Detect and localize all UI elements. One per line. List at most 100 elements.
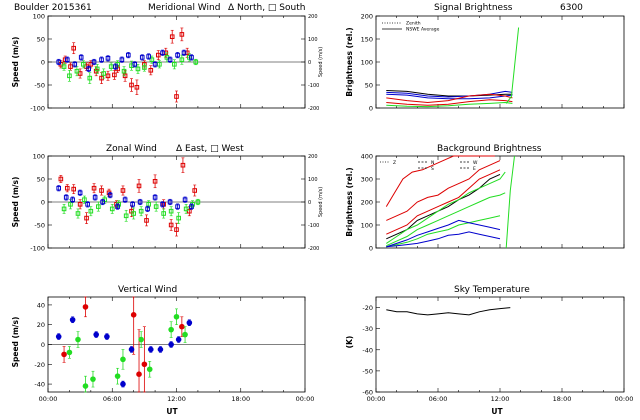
vertical-point-green — [173, 313, 180, 320]
meridional-point-green — [157, 62, 162, 67]
meridional-point-blue — [181, 50, 187, 56]
zonal-ytick-label: 0 — [41, 199, 45, 207]
vertical-point-blue — [168, 341, 174, 348]
meridional-ytick-label: -50 — [34, 82, 45, 90]
signal-series-green2 — [505, 27, 520, 104]
zonal-point-green — [131, 211, 136, 216]
zonal-point-green — [109, 206, 115, 212]
zonal-rtick-label: -200 — [308, 246, 319, 252]
vertical-ytick-label: -20 — [34, 361, 45, 369]
zonal-point-green — [116, 202, 121, 207]
vertical-point-blue — [186, 319, 193, 326]
zonal-point-blue — [167, 199, 173, 205]
plot-layer: -100-50050100-200-1000100200050100150200… — [30, 13, 633, 404]
zonal-point-red — [152, 179, 158, 184]
meridional-ylabel: Speed (m/s) — [11, 37, 20, 88]
vertical-ytick-label: 20 — [37, 321, 45, 329]
meridional-point-green — [87, 75, 93, 81]
zonal-point-blue — [63, 195, 69, 200]
background-series-green3 — [386, 215, 501, 248]
meridional-point-blue — [126, 52, 131, 58]
vertical-point-red — [61, 351, 67, 358]
vertical-xtick-label: 00:00 — [39, 395, 58, 403]
zonal-point-red — [99, 188, 104, 193]
meridional-point-green — [135, 66, 141, 72]
zonal-rtick-label: 100 — [308, 177, 318, 183]
meridional-point-green — [101, 71, 106, 76]
zonal-point-red — [192, 188, 198, 193]
zonal-point-green — [183, 206, 189, 212]
background-series-green2 — [386, 192, 506, 247]
vertical-point-green — [138, 336, 144, 343]
sky-xtick-label: 00:00 — [367, 395, 386, 403]
vertical-point-green — [168, 326, 174, 333]
meridional-point-green — [193, 59, 199, 65]
zonal-point-blue — [137, 199, 143, 205]
signal-ytick-label: 50 — [365, 82, 373, 90]
sky-ytick-label: -20 — [362, 304, 373, 312]
meridional-point-blue — [146, 54, 151, 59]
meridional-point-red — [71, 45, 77, 51]
zonal-ylabel: Speed (m/s) — [11, 177, 20, 228]
zonal-point-blue — [160, 202, 165, 207]
meridional-point-red — [112, 72, 117, 78]
meridional-point-red — [68, 64, 73, 69]
header-site-date: Boulder 2015361 — [14, 3, 92, 13]
zonal-point-green — [82, 197, 87, 202]
background-series-red1 — [385, 155, 495, 207]
vertical-xlabel: UT — [166, 407, 178, 416]
meridional-rtick-label: -100 — [308, 83, 319, 89]
meridional-point-blue — [64, 57, 70, 63]
meridional-point-green — [172, 62, 177, 67]
zonal-point-blue — [130, 202, 135, 207]
signal-ytick-label: 200 — [361, 13, 373, 21]
meridional-title: Meridional Wind — [148, 3, 220, 13]
zonal-point-red — [84, 215, 89, 221]
meridional-rtick-label: 100 — [308, 37, 318, 43]
zonal-point-red — [136, 183, 142, 189]
meridional-right-ylabel: Speed (m/s) — [318, 47, 324, 77]
meridional-point-blue — [189, 55, 194, 60]
background-series-black1 — [386, 173, 501, 240]
vertical-ytick-label: 0 — [41, 341, 45, 349]
signal-series-green1 — [386, 101, 513, 108]
background-ytick-label: 300 — [361, 176, 373, 184]
zonal-point-red — [64, 185, 70, 191]
meridional-point-blue — [113, 64, 118, 69]
signal-series-red2 — [386, 99, 513, 106]
meridional-point-blue — [119, 57, 125, 63]
meridional-ytick-label: 0 — [41, 59, 45, 67]
zonal-point-blue — [145, 206, 150, 212]
meridional-rtick-label: 0 — [308, 60, 311, 66]
background-legend-label: W — [473, 160, 478, 166]
meridional-point-red — [169, 34, 175, 40]
meridional-point-green — [67, 73, 72, 79]
vertical-title: Vertical Wind — [118, 285, 177, 295]
vertical-xtick-label: 18:00 — [231, 395, 250, 403]
meridional-rtick-label: -200 — [308, 106, 319, 112]
vertical-point-blue — [157, 346, 164, 353]
zonal-point-green — [168, 208, 174, 214]
meridional-point-green — [142, 65, 147, 70]
meridional-point-blue — [99, 57, 104, 63]
zonal-rtick-label: 200 — [308, 154, 318, 160]
zonal-point-green — [153, 204, 159, 209]
meridional-point-blue — [91, 59, 97, 65]
background-series-blue1 — [386, 219, 501, 248]
vertical-point-blue — [55, 333, 62, 340]
zonal-point-red — [120, 188, 126, 193]
zonal-point-green — [195, 199, 201, 205]
vertical-xtick-label: 12:00 — [167, 395, 186, 403]
zonal-point-green — [68, 202, 73, 207]
signal-ytick-label: 100 — [361, 59, 373, 67]
zonal-point-blue — [152, 195, 158, 200]
vertical-point-green — [90, 376, 96, 382]
sky-xtick-label: 12:00 — [491, 395, 510, 403]
meridional-point-red — [179, 32, 185, 37]
meridional-point-red — [88, 62, 94, 67]
zonal-point-blue — [70, 197, 75, 202]
vertical-point-green — [120, 356, 126, 363]
vertical-point-green — [182, 331, 188, 338]
vertical-point-blue — [93, 331, 99, 338]
